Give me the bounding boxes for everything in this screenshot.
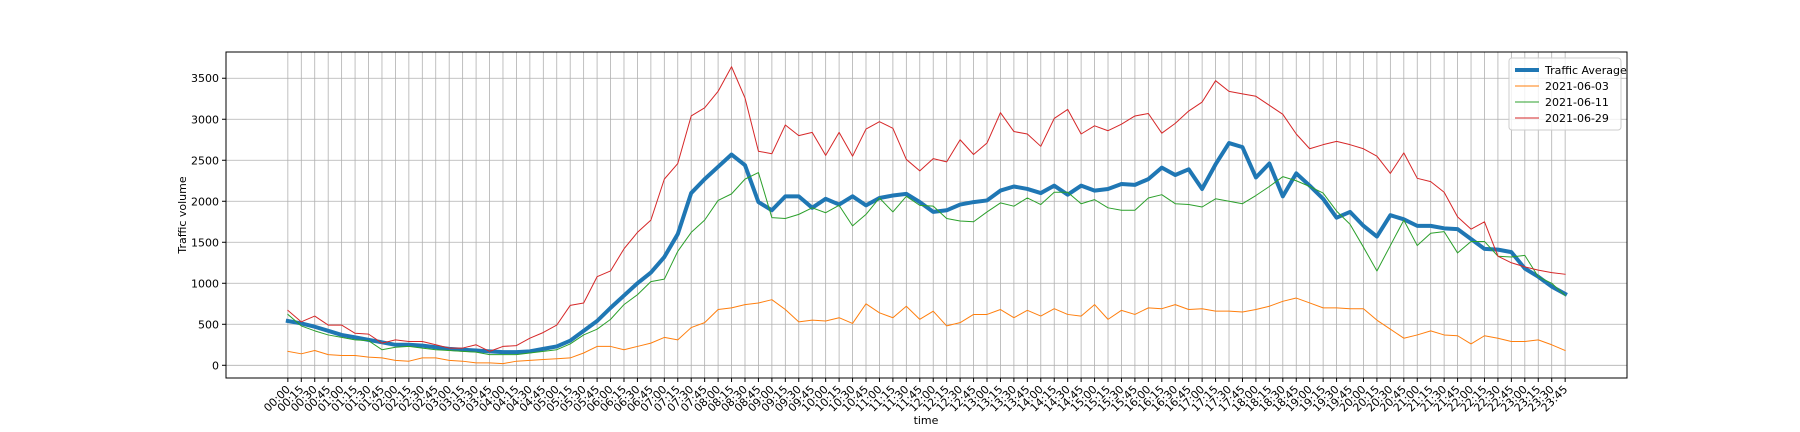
series-line — [287, 297, 1566, 365]
legend-label: 2021-06-03 — [1545, 80, 1609, 93]
legend-label: 2021-06-11 — [1545, 96, 1609, 109]
series-line — [285, 141, 1568, 355]
plot-frame — [225, 51, 1628, 379]
y-tick-label: 2500 — [191, 154, 219, 167]
legend: Traffic Average 2021-06-03 2021-06-11 2021-… — [1508, 57, 1627, 131]
y-tick-label: 3000 — [191, 113, 219, 126]
y-axis-label: Traffic volume — [176, 176, 189, 255]
legend-label: 2021-06-29 — [1545, 112, 1609, 125]
y-tick-label: 1500 — [191, 236, 219, 249]
x-axis-label: time — [914, 414, 939, 427]
y-tick-label: 500 — [198, 318, 219, 331]
y-tick-label: 3500 — [191, 72, 219, 85]
legend-label: Traffic Average — [1544, 64, 1627, 77]
y-tick-label: 2000 — [191, 195, 219, 208]
series-line — [287, 172, 1566, 356]
legend-box — [1508, 57, 1622, 131]
y-tick-label: 0 — [212, 359, 219, 372]
y-tick-label: 1000 — [191, 277, 219, 290]
series-line — [287, 66, 1566, 352]
